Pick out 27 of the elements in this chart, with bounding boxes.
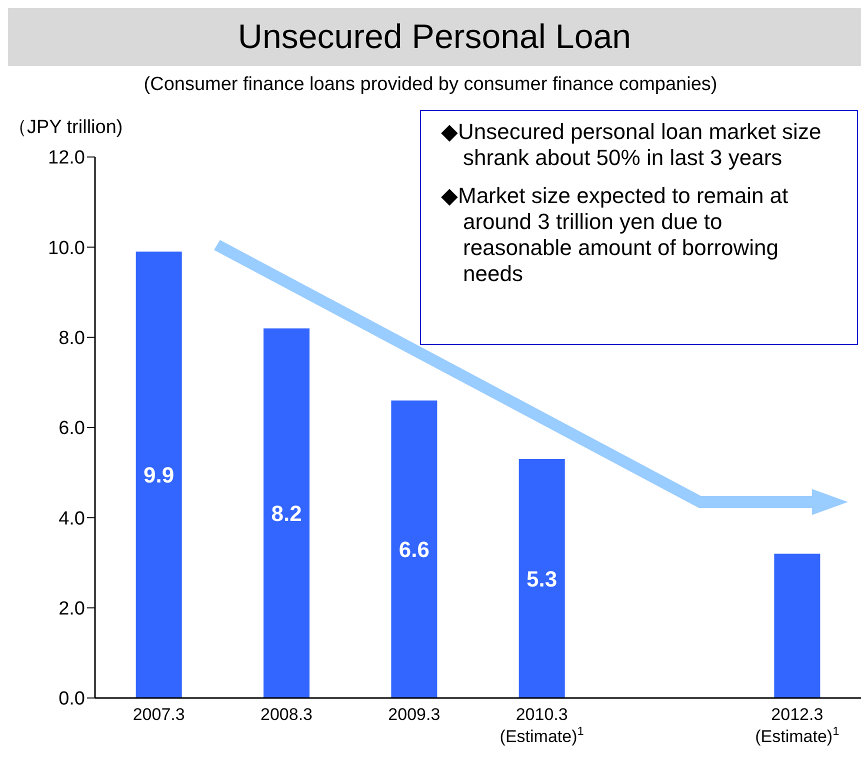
y-tick-label: 2.0 bbox=[58, 598, 85, 620]
bar bbox=[391, 400, 438, 698]
bar bbox=[774, 554, 820, 698]
y-tick-label: 8.0 bbox=[58, 328, 85, 350]
y-axis-title: （JPY trillion) bbox=[8, 116, 123, 140]
bar bbox=[518, 459, 565, 698]
y-tick-label: 10.0 bbox=[48, 238, 85, 259]
note-box: ◆Unsecured personal loan market size shrank about 50% in last 3 years ◆Market size expected to remain at around 3 trillion yen due to reasonable amount of borrowing needs bbox=[420, 110, 858, 345]
x-tick-label: 2010.3 (Estimate)$^{1}$ bbox=[500, 705, 584, 746]
chart-title: Unsecured Personal Loan bbox=[8, 8, 861, 66]
chart-subtitle: (Consumer finance loans provided by consumer finance companies) bbox=[142, 74, 718, 96]
data-label: 6.6 bbox=[398, 537, 430, 562]
bar bbox=[264, 328, 310, 698]
data-label: 5.3 bbox=[526, 566, 558, 592]
annotation: ◆Market size expected to remain at around 3 trillion yen due to reasonable amount of borrowing needs bbox=[441, 183, 790, 287]
data-label: 8.2 bbox=[271, 500, 302, 526]
x-tick-label: 2007.3 bbox=[132, 705, 185, 724]
y-tick-label: 6.0 bbox=[58, 418, 85, 440]
bar bbox=[136, 252, 182, 698]
x-tick-label: 2009.3 bbox=[388, 705, 440, 724]
x-tick-label: 2012.3 (Estimate)$^{1}$ bbox=[755, 705, 840, 746]
y-tick-label: 0.0 bbox=[58, 688, 85, 710]
data-label: 9.9 bbox=[144, 462, 174, 488]
x-tick-label: 2008.3 bbox=[260, 705, 312, 724]
annotation: ◆Unsecured personal loan market size shrank about 50% in last 3 years bbox=[441, 119, 822, 171]
y-tick-label: 4.0 bbox=[58, 508, 85, 530]
y-tick-label: 12.0 bbox=[48, 148, 85, 169]
